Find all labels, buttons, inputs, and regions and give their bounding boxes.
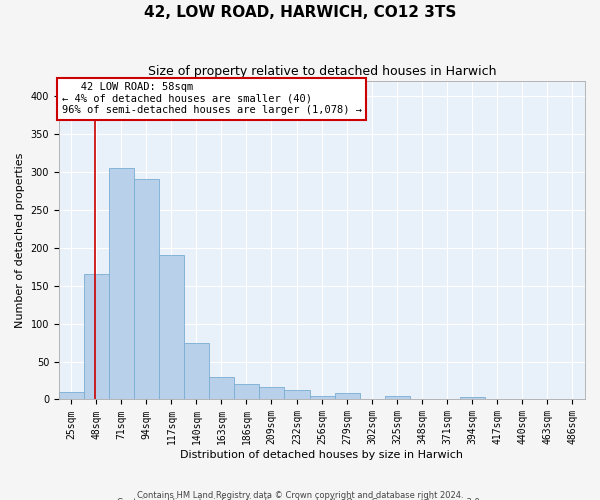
Bar [360,398,385,400]
Text: Contains public sector information licensed under the Open Government Licence v3: Contains public sector information licen… [118,498,482,500]
Bar [59,392,84,400]
Title: Size of property relative to detached houses in Harwich: Size of property relative to detached ho… [148,65,496,78]
Text: 42, LOW ROAD, HARWICH, CO12 3TS: 42, LOW ROAD, HARWICH, CO12 3TS [144,5,456,20]
Bar [134,180,159,400]
Y-axis label: Number of detached properties: Number of detached properties [15,152,25,328]
Bar [109,168,134,400]
Bar [460,397,485,400]
Bar [234,384,259,400]
Bar [209,376,234,400]
Bar [159,255,184,400]
Bar [184,342,209,400]
Bar [560,398,585,400]
Bar [310,396,335,400]
Text: Contains HM Land Registry data © Crown copyright and database right 2024.: Contains HM Land Registry data © Crown c… [137,490,463,500]
Bar [535,398,560,400]
Bar [284,390,310,400]
Bar [385,396,410,400]
Bar [84,274,109,400]
Bar [259,386,284,400]
Bar [335,394,360,400]
Text: 42 LOW ROAD: 58sqm
← 4% of detached houses are smaller (40)
96% of semi-detached: 42 LOW ROAD: 58sqm ← 4% of detached hous… [62,82,362,116]
X-axis label: Distribution of detached houses by size in Harwich: Distribution of detached houses by size … [181,450,463,460]
